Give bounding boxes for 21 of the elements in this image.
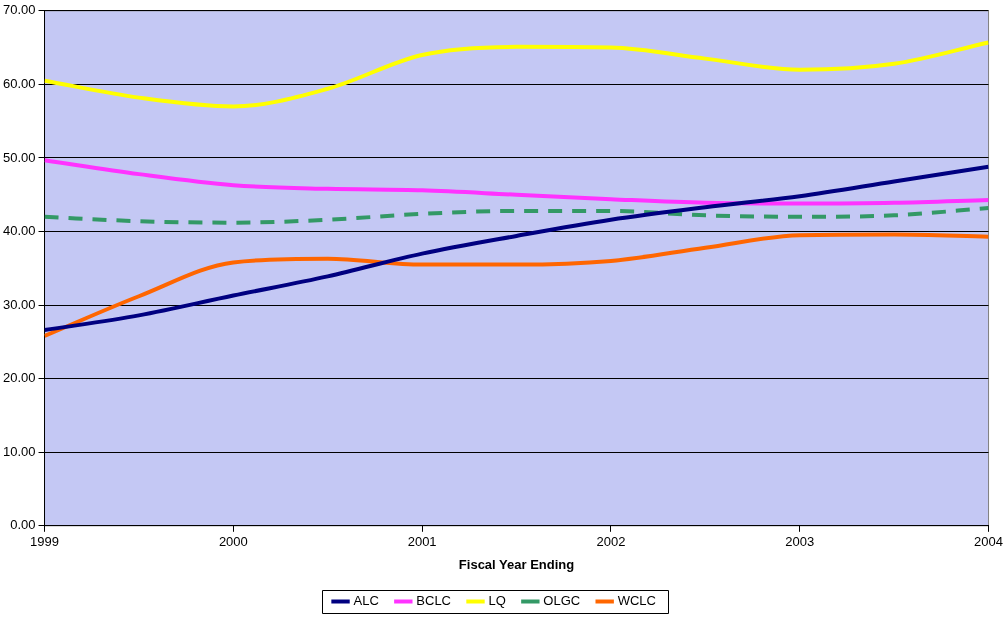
line-series (44, 205, 989, 225)
x-tick-label: 2003 (785, 534, 815, 550)
x-tick-label: 2004 (974, 534, 1003, 550)
legend-label: OLGC (543, 593, 581, 609)
y-tick-label: 40.00 (2, 223, 36, 239)
y-tick-label: 0.00 (10, 517, 36, 533)
legend-label: ALC (353, 593, 379, 609)
legend-label: LQ (488, 593, 506, 609)
x-tick-label: 2000 (218, 534, 248, 550)
y-tick-label: 70.00 (2, 2, 36, 18)
x-axis-title: Fiscal Year Ending (458, 556, 575, 572)
y-tick-label: 10.00 (2, 443, 36, 459)
legend-label: BCLC (416, 593, 452, 609)
y-tick-label: 60.00 (2, 75, 36, 91)
y-tick-label: 30.00 (2, 296, 36, 312)
x-tick-label: 1999 (30, 534, 59, 550)
x-tick-label: 2001 (407, 534, 437, 550)
legend-label: WCLC (617, 593, 656, 609)
x-tick-label: 2002 (596, 534, 626, 550)
y-tick-label: 20.00 (2, 370, 36, 386)
y-tick-label: 50.00 (2, 149, 36, 165)
